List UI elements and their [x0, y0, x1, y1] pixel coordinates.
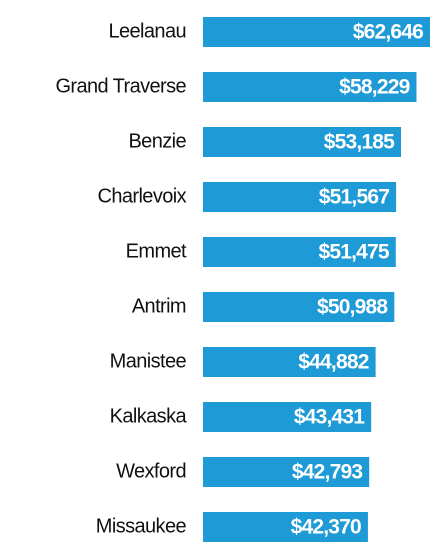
value-label: $50,988: [317, 296, 388, 319]
category-label: Missaukee: [96, 515, 187, 537]
bar: [203, 17, 430, 47]
category-label: Manistee: [110, 350, 187, 372]
bar: [203, 512, 368, 542]
category-label: Benzie: [128, 130, 186, 152]
bar: [203, 402, 372, 432]
category-label: Emmet: [126, 240, 187, 262]
bar: [203, 72, 417, 102]
value-label: $43,431: [294, 406, 365, 429]
value-label: $62,646: [353, 21, 423, 44]
category-label: Antrim: [132, 295, 186, 317]
value-label: $51,567: [319, 186, 389, 209]
value-label: $51,475: [318, 241, 389, 264]
value-label: $53,185: [324, 131, 395, 154]
bar: [203, 127, 402, 157]
bar: [203, 292, 395, 322]
bar: [203, 182, 397, 212]
bar: [203, 457, 370, 487]
category-label: Wexford: [116, 460, 186, 482]
category-label: Leelanau: [108, 20, 186, 42]
value-label: $42,793: [292, 461, 362, 484]
value-label: $42,370: [291, 516, 361, 539]
category-label: Charlevoix: [98, 185, 187, 207]
category-label: Kalkaska: [110, 405, 188, 427]
value-label: $58,229: [339, 76, 409, 99]
bar: [203, 347, 376, 377]
bar: [203, 237, 396, 267]
category-label: Grand Traverse: [55, 75, 186, 97]
value-label: $44,882: [298, 351, 368, 374]
